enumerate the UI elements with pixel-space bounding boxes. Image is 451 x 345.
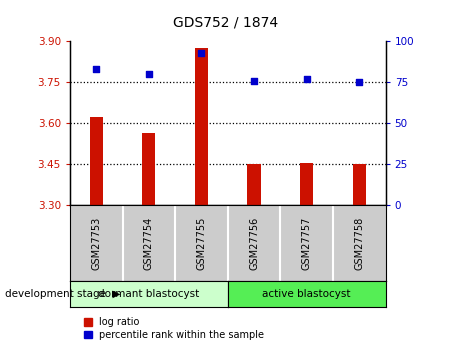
Text: GSM27754: GSM27754 [144, 217, 154, 270]
Point [250, 78, 258, 83]
Text: GSM27756: GSM27756 [249, 217, 259, 270]
Text: GDS752 / 1874: GDS752 / 1874 [173, 16, 278, 30]
Bar [142, 133, 156, 205]
Point [356, 80, 363, 85]
Bar [248, 164, 261, 205]
Bar [195, 48, 208, 205]
Text: GSM27758: GSM27758 [354, 217, 364, 270]
Point [198, 50, 205, 56]
Text: development stage  ▶: development stage ▶ [5, 289, 120, 299]
Legend: log ratio, percentile rank within the sample: log ratio, percentile rank within the sa… [84, 317, 264, 340]
Bar [353, 164, 366, 205]
Text: GSM27757: GSM27757 [302, 217, 312, 270]
Text: GSM27753: GSM27753 [91, 217, 101, 270]
Bar [300, 163, 313, 205]
Text: dormant blastocyst: dormant blastocyst [98, 289, 199, 299]
Point [145, 71, 152, 77]
Bar [90, 117, 103, 205]
Point [92, 67, 100, 72]
Point [303, 76, 310, 82]
Text: GSM27755: GSM27755 [197, 217, 207, 270]
Text: active blastocyst: active blastocyst [262, 289, 351, 299]
